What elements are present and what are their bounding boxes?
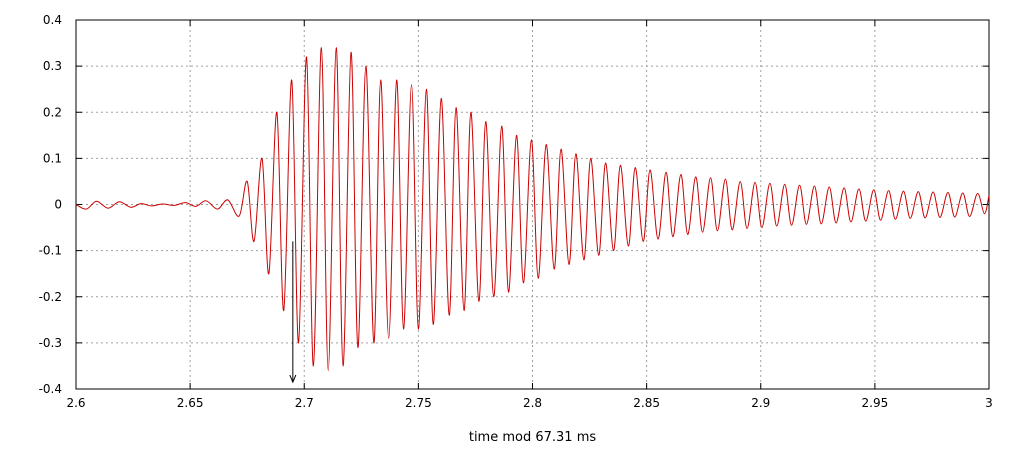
series-group (75, 47, 990, 372)
annotation-arrow (289, 241, 297, 384)
x-tick-label: 2.8 (523, 396, 542, 410)
y-tick-label: -0.3 (39, 336, 62, 350)
x-tick-labels: 2.6 2.65 2.7 2.75 2.8 2.85 2.9 2.95 3 (66, 396, 992, 410)
y-tick-label: 0.2 (43, 105, 62, 119)
y-tick-label: -0.4 (39, 382, 62, 396)
x-tick-label: 2.95 (862, 396, 889, 410)
y-tick-label: -0.2 (39, 290, 62, 304)
grid (76, 20, 989, 389)
x-tick-label: 2.75 (405, 396, 432, 410)
waveform-line (75, 47, 990, 372)
x-tick-label: 2.85 (633, 396, 660, 410)
x-tick-label: 3 (985, 396, 993, 410)
y-tick-label: 0.3 (43, 59, 62, 73)
y-tick-label: 0 (54, 198, 62, 212)
axis-ticks (75, 19, 990, 390)
y-tick-label: 0.1 (43, 151, 62, 165)
arrow-head (289, 374, 297, 384)
x-tick-label: 2.7 (295, 396, 314, 410)
y-tick-label: -0.1 (39, 244, 62, 258)
x-axis-title: time mod 67.31 ms (469, 430, 597, 445)
x-tick-label: 2.6 (66, 396, 85, 410)
y-tick-labels: -0.4 -0.3 -0.2 -0.1 0 0.1 0.2 0.3 0.4 (39, 13, 62, 396)
x-tick-label: 2.9 (751, 396, 770, 410)
y-tick-label: 0.4 (43, 13, 62, 27)
x-tick-label: 2.65 (177, 396, 204, 410)
